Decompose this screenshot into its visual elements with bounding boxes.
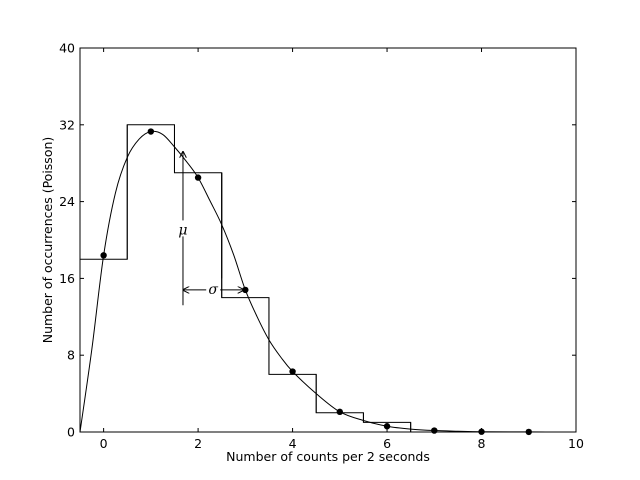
data-point bbox=[431, 427, 438, 434]
data-point bbox=[147, 128, 155, 135]
x-tick-label: 6 bbox=[383, 436, 391, 451]
mu-label: μ bbox=[178, 222, 187, 238]
y-tick-label: 24 bbox=[59, 194, 75, 209]
x-tick-label: 8 bbox=[478, 436, 486, 451]
sigma-label-bg bbox=[206, 280, 221, 297]
histogram-steps bbox=[80, 124, 458, 433]
data-point bbox=[194, 174, 202, 181]
plot-frame bbox=[79, 47, 577, 433]
data-point bbox=[383, 423, 391, 430]
y-tick-label: 32 bbox=[59, 117, 75, 132]
x-axis-label: Number of counts per 2 seconds bbox=[226, 449, 430, 464]
y-tick-label: 40 bbox=[59, 41, 75, 56]
data-point bbox=[289, 368, 296, 375]
y-axis-label: Number of occurrences (Poisson) bbox=[40, 137, 55, 344]
sigma-label: σ bbox=[208, 282, 218, 298]
x-tick-label: 10 bbox=[568, 436, 584, 451]
poisson-curve bbox=[79, 130, 577, 433]
x-tick-label: 2 bbox=[194, 436, 202, 451]
x-tick-label: 0 bbox=[100, 436, 108, 451]
y-tick-label: 8 bbox=[67, 348, 75, 363]
y-tick-label: 16 bbox=[59, 271, 75, 286]
y-tick-label: 0 bbox=[67, 425, 75, 440]
data-point bbox=[336, 408, 344, 416]
data-point bbox=[100, 252, 107, 259]
x-tick-label: 4 bbox=[289, 436, 297, 451]
mu-label-bg bbox=[176, 220, 189, 237]
